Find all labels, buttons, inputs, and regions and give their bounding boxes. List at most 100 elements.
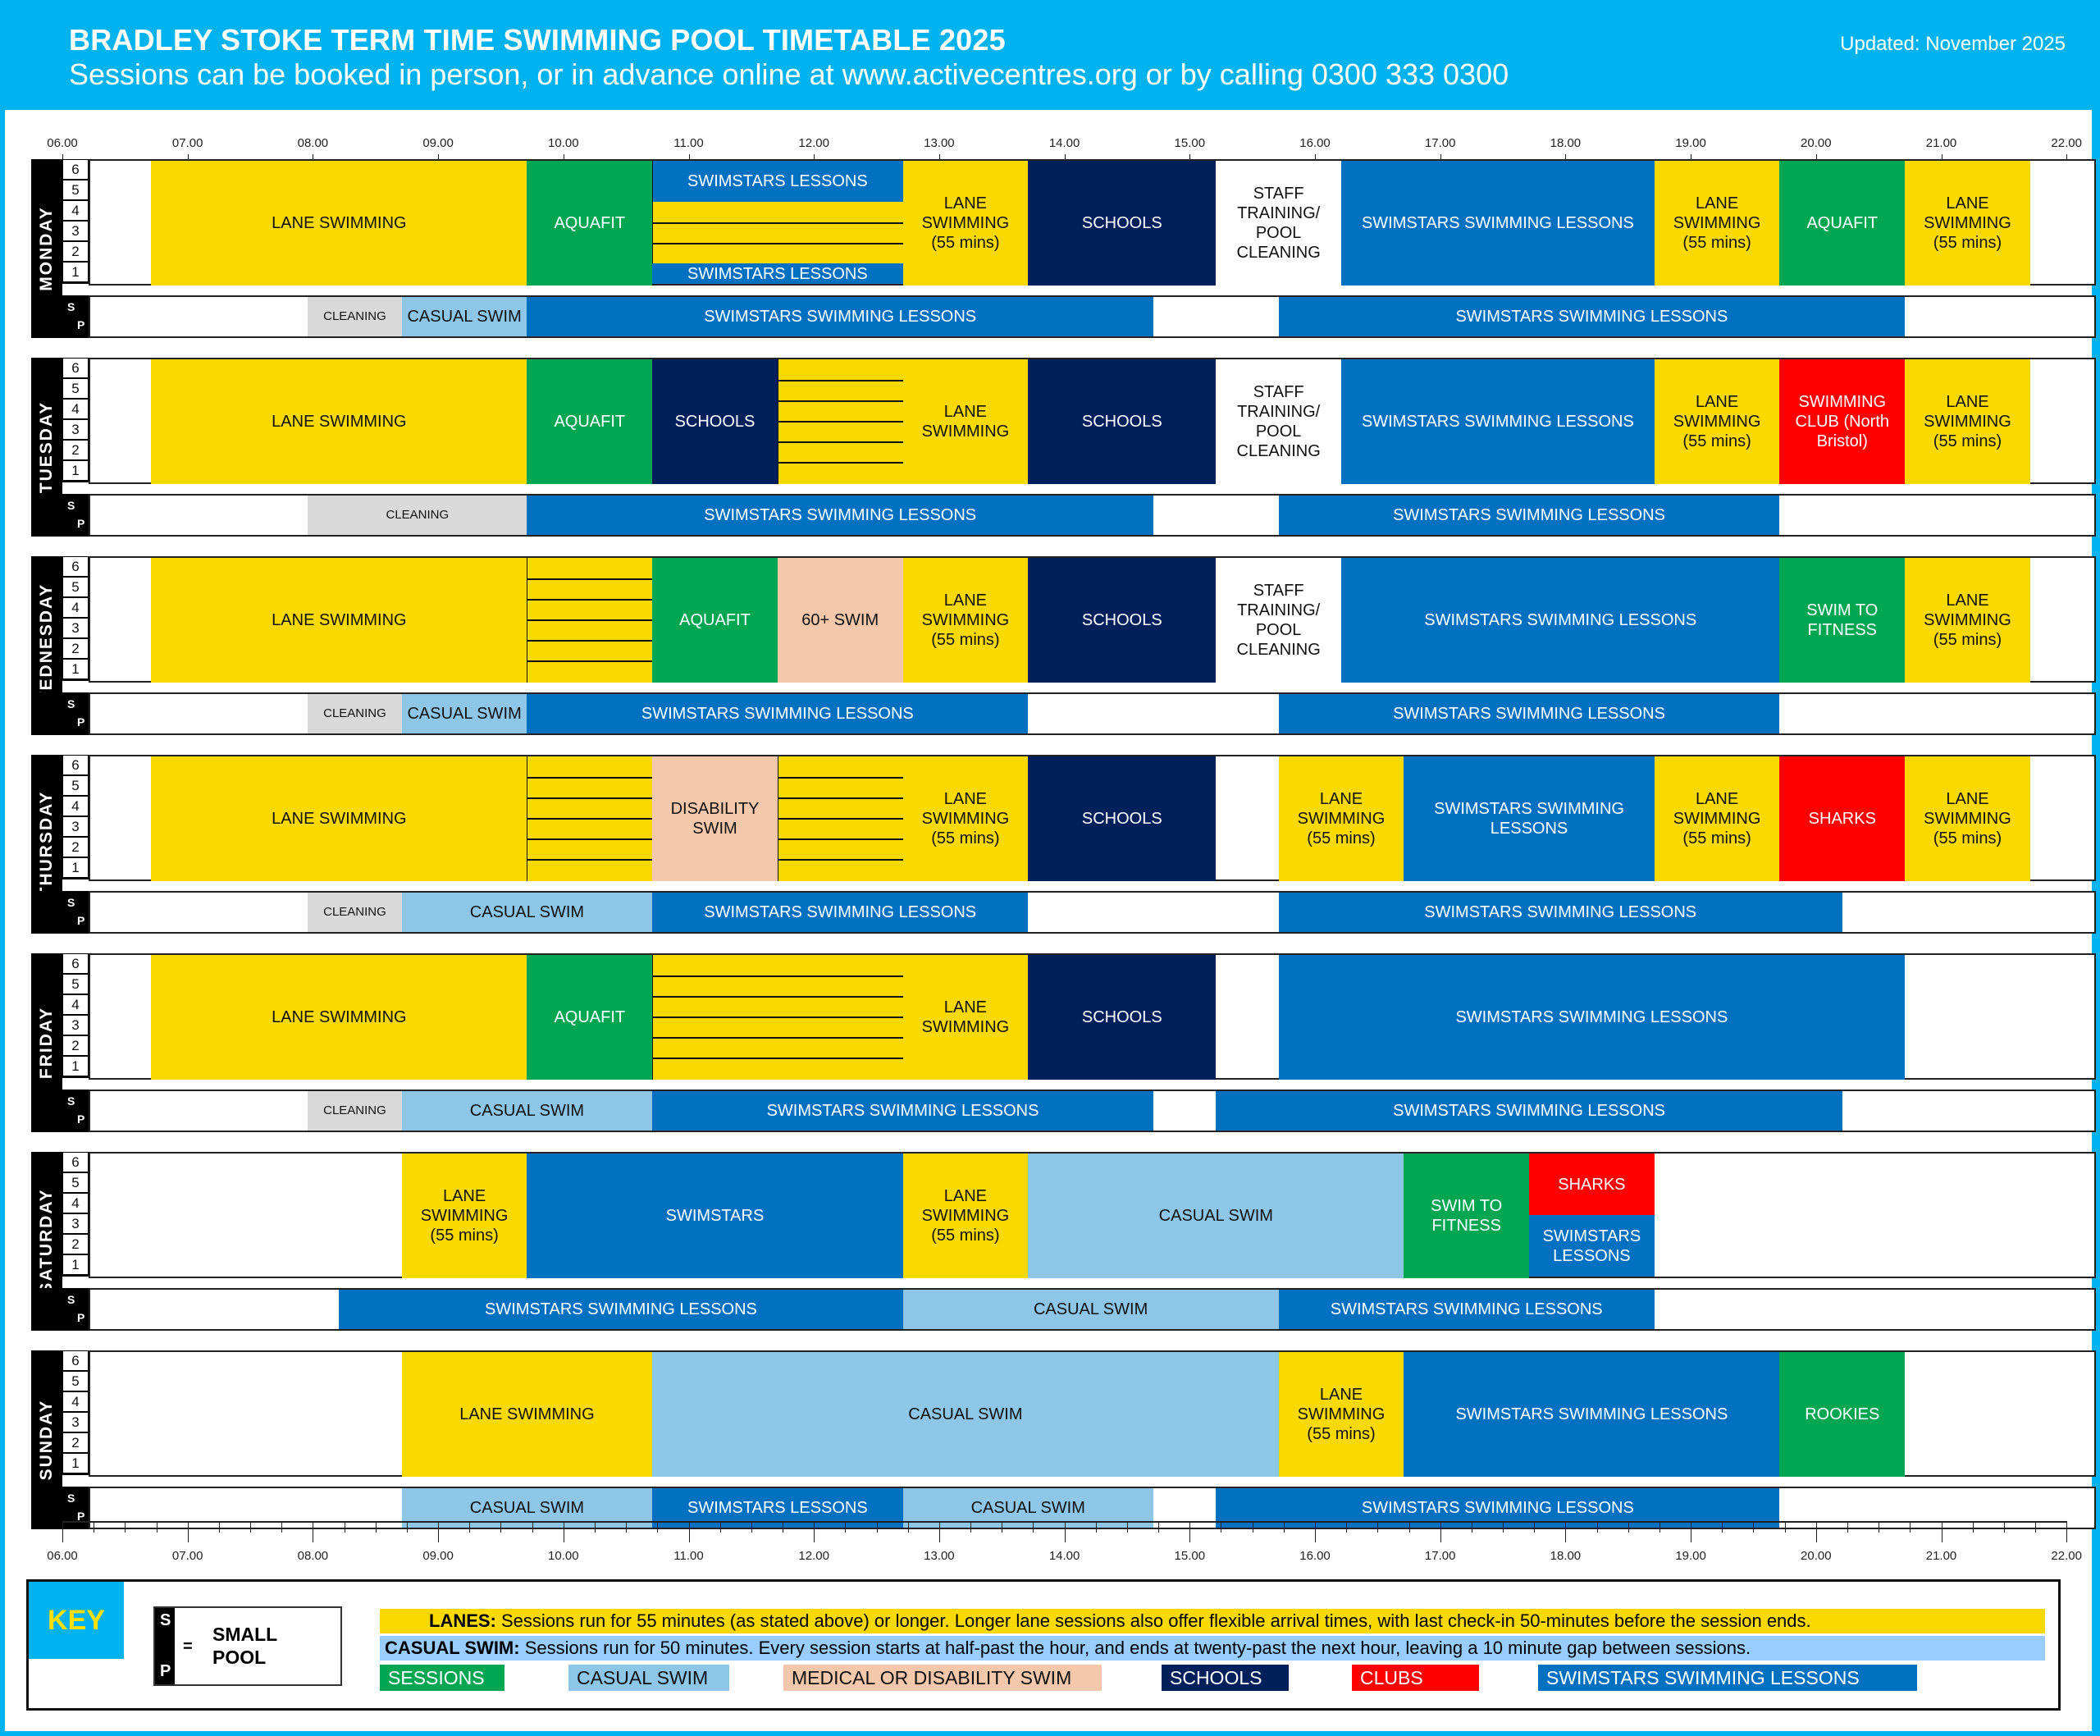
small-pool-session[interactable]: SWIMSTARS SWIMMING LESSONS — [652, 893, 1029, 932]
small-pool-session[interactable]: CASUAL SWIM — [401, 1091, 653, 1131]
small-pool-session[interactable]: SWIMSTARS SWIMMING LESSONS — [1278, 297, 1906, 336]
timetable-sheet: 06.00 07.00 08.00 09.00 10.00 11.00 12.00 13.00… — [5, 110, 2097, 1731]
session-block[interactable]: LANE SWIMMING (55 mins) — [902, 756, 1029, 881]
session-block[interactable]: LANE SWIMMING (55 mins) — [1654, 756, 1780, 881]
session-block[interactable]: SWIM TO FITNESS — [1404, 1154, 1530, 1278]
axis-tick — [156, 1521, 158, 1533]
session-block[interactable]: SWIMMING CLUB (North Bristol) — [1779, 359, 1906, 484]
session-block[interactable]: SCHOOLS — [1028, 558, 1217, 683]
small-pool-session[interactable]: CLEANING — [308, 496, 527, 535]
session-block[interactable]: LANE SWIMMING (55 mins) — [1905, 161, 2030, 286]
small-pool-session[interactable]: SWIMSTARS SWIMMING LESSONS — [527, 297, 1153, 336]
session-block[interactable]: LANE SWIMMING — [902, 359, 1029, 484]
session-block[interactable]: SWIMSTARS LESSONS — [652, 161, 903, 202]
session-block[interactable]: SWIMSTARS SWIMMING LESSONS — [1278, 955, 1906, 1080]
session-block[interactable]: SWIMSTARS SWIMMING LESSONS — [1404, 756, 1655, 881]
session-block[interactable]: LANE SWIMMING (55 mins) — [401, 1154, 527, 1278]
session-block[interactable]: LANE SWIMMING (55 mins) — [1278, 1352, 1404, 1477]
session-block[interactable]: LANE SWIMMING (55 mins) — [1905, 756, 2030, 881]
small-pool-session[interactable]: CLEANING — [308, 297, 402, 336]
session-block[interactable]: LANE SWIMMING (55 mins) — [902, 558, 1029, 683]
session-block[interactable]: SWIMSTARS — [527, 1154, 903, 1278]
lane-number: 4 — [62, 994, 89, 1015]
small-pool-session[interactable]: CASUAL SWIM — [902, 1290, 1279, 1329]
key-medical: MEDICAL OR DISABILITY SWIM — [783, 1665, 1102, 1691]
session-block[interactable]: ROOKIES — [1779, 1352, 1906, 1477]
small-pool-session[interactable]: SWIMSTARS SWIMMING LESSONS — [339, 1290, 903, 1329]
small-pool-session[interactable]: SWIMSTARS SWIMMING LESSONS — [527, 496, 1153, 535]
session-block[interactable]: SHARKS — [1529, 1154, 1655, 1215]
session-block[interactable]: SCHOOLS — [1028, 359, 1217, 484]
key-clubs: CLUBS — [1352, 1665, 1479, 1691]
session-block[interactable]: LANE SWIMMING (55 mins) — [1905, 359, 2030, 484]
lane-number: 2 — [62, 1035, 89, 1056]
session-block[interactable]: LANE SWIMMING — [902, 955, 1029, 1080]
session-block[interactable]: LANE SWIMMING — [151, 359, 527, 484]
small-pool-session[interactable]: CLEANING — [308, 893, 402, 932]
small-pool-session[interactable]: CLEANING — [308, 694, 402, 733]
axis-label: 11.00 — [673, 1549, 704, 1563]
session-block[interactable]: AQUAFIT — [527, 359, 653, 484]
session-block[interactable]: LANE SWIMMING (55 mins) — [902, 161, 1029, 286]
session-block[interactable]: SWIMSTARS SWIMMING LESSONS — [1341, 161, 1655, 286]
small-pool-session[interactable]: CLEANING — [308, 1091, 402, 1131]
axis-label: 09.00 — [422, 136, 454, 150]
session-block[interactable]: LANE SWIMMING (55 mins) — [1905, 558, 2030, 683]
booking-info: Sessions can be booked in person, or in … — [69, 57, 1509, 91]
axis-tick — [688, 1521, 690, 1542]
axis-tick — [1189, 1521, 1191, 1542]
lane-number: 5 — [62, 577, 89, 597]
session-block[interactable]: SWIMSTARS LESSONS — [1529, 1215, 1655, 1277]
session-block[interactable]: SWIMSTARS LESSONS — [652, 263, 903, 284]
small-pool-session[interactable]: SWIMSTARS SWIMMING LESSONS — [1216, 1091, 1842, 1131]
session-block[interactable]: AQUAFIT — [652, 558, 778, 683]
session-block[interactable]: SWIMSTARS SWIMMING LESSONS — [1341, 558, 1780, 683]
session-block[interactable]: LANE SWIMMING — [151, 161, 527, 286]
session-block[interactable]: SWIMSTARS SWIMMING LESSONS — [1341, 359, 1655, 484]
session-block[interactable] — [652, 202, 903, 263]
session-block[interactable]: 60+ SWIM — [777, 558, 903, 683]
session-block[interactable]: STAFF TRAINING/ POOL CLEANING — [1216, 161, 1341, 286]
session-block[interactable]: LANE SWIMMING — [151, 955, 527, 1080]
axis-tick — [1784, 1521, 1786, 1533]
session-block[interactable]: SCHOOLS — [1028, 161, 1217, 286]
axis-tick — [62, 1521, 63, 1542]
session-block[interactable]: SWIM TO FITNESS — [1779, 558, 1906, 683]
session-block[interactable]: LANE SWIMMING (55 mins) — [1654, 359, 1780, 484]
axis-tick — [907, 1521, 909, 1533]
small-pool-session[interactable]: SWIMSTARS SWIMMING LESSONS — [1278, 893, 1842, 932]
session-block[interactable]: CASUAL SWIM — [652, 1352, 1279, 1477]
session-block[interactable]: SHARKS — [1779, 756, 1906, 881]
session-block[interactable]: LANE SWIMMING — [151, 756, 527, 881]
session-block[interactable]: SCHOOLS — [1028, 955, 1217, 1080]
session-block[interactable]: AQUAFIT — [1779, 161, 1906, 286]
small-pool-session[interactable]: SWIMSTARS SWIMMING LESSONS — [527, 694, 1029, 733]
session-block[interactable]: DISABILITY SWIM — [652, 756, 778, 881]
small-pool-session[interactable]: SWIMSTARS SWIMMING LESSONS — [1278, 694, 1780, 733]
session-block[interactable]: SWIMSTARS SWIMMING LESSONS — [1404, 1352, 1780, 1477]
session-block[interactable]: LANE SWIMMING — [401, 1352, 653, 1477]
axis-tick — [1095, 1521, 1097, 1533]
small-pool-session[interactable]: CASUAL SWIM — [401, 694, 527, 733]
small-pool-session[interactable]: SWIMSTARS SWIMMING LESSONS — [652, 1091, 1153, 1131]
lane-number: 6 — [62, 1350, 89, 1371]
small-pool-session[interactable]: CASUAL SWIM — [401, 297, 527, 336]
session-block[interactable]: LANE SWIMMING (55 mins) — [1654, 161, 1780, 286]
session-block[interactable]: STAFF TRAINING/ POOL CLEANING — [1216, 359, 1341, 484]
session-block[interactable]: SCHOOLS — [652, 359, 778, 484]
session-block[interactable]: LANE SWIMMING (55 mins) — [902, 1154, 1029, 1278]
axis-tick — [2066, 1521, 2068, 1542]
small-pool-session[interactable]: SWIMSTARS SWIMMING LESSONS — [1278, 1290, 1655, 1329]
small-pool-session[interactable]: SWIMSTARS SWIMMING LESSONS — [1278, 496, 1780, 535]
session-block[interactable]: AQUAFIT — [527, 955, 653, 1080]
session-block[interactable]: AQUAFIT — [527, 161, 653, 286]
session-block[interactable]: SCHOOLS — [1028, 756, 1217, 881]
small-pool-session[interactable]: CASUAL SWIM — [401, 893, 653, 932]
session-block[interactable]: LANE SWIMMING (55 mins) — [1278, 756, 1404, 881]
axis-tick — [719, 1521, 721, 1533]
session-block[interactable]: STAFF TRAINING/ POOL CLEANING — [1216, 558, 1341, 683]
session-block[interactable]: CASUAL SWIM — [1028, 1154, 1404, 1278]
session-block[interactable]: LANE SWIMMING — [151, 558, 527, 683]
